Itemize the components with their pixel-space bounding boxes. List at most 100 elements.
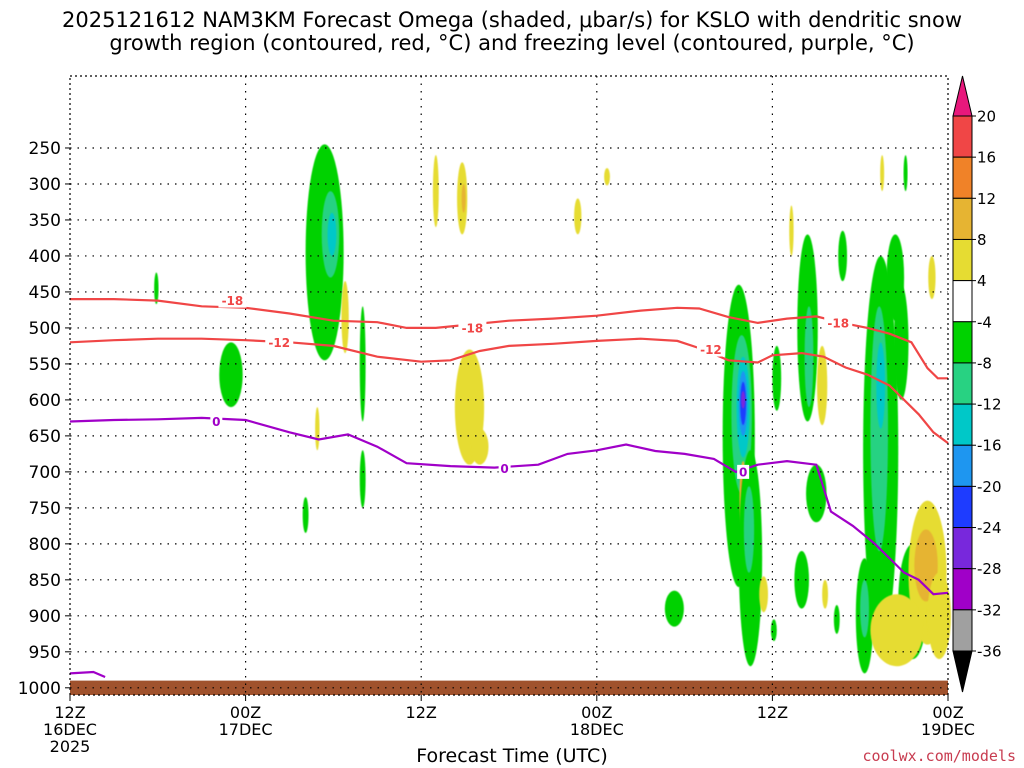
colorbar-bin [952, 609, 973, 652]
omega-cell [789, 205, 794, 256]
colorbar-label: 4 [977, 272, 987, 290]
x-tick-label: 12Z [54, 703, 85, 722]
omega-cell [870, 594, 924, 667]
x-tick-label: 2025 [50, 737, 91, 756]
y-tick-label: 650 [29, 427, 61, 447]
y-tick-label: 800 [29, 535, 61, 555]
contour-label-bg [210, 414, 223, 429]
contour-label-bg [218, 293, 247, 308]
contour-label-bg [696, 342, 725, 357]
y-tick-label: 900 [29, 607, 61, 627]
contour-label: -12 [268, 336, 290, 350]
contour-dgz-m18 [70, 298, 948, 380]
y-tick-label: 400 [29, 247, 61, 267]
colorbar-bottom-arrow [952, 650, 973, 693]
omega-cell [880, 155, 885, 192]
y-tick-label: 250 [29, 139, 61, 159]
omega-cell [794, 551, 809, 609]
colorbar-bin [952, 238, 973, 282]
x-tick-label: 00Z [932, 703, 963, 722]
colorbar-label: -16 [977, 437, 1002, 455]
colorbar-label: -28 [977, 560, 1002, 578]
omega-cell [770, 619, 777, 642]
omega-cell [470, 428, 489, 465]
colorbar-label: 16 [977, 149, 996, 167]
omega-cell [759, 576, 769, 613]
omega-cell [741, 391, 746, 409]
contour-freezing-level [69, 416, 949, 596]
credit-text: coolwx.com/models [862, 747, 1016, 765]
contour-label: 0 [500, 462, 508, 476]
colorbar-bin [952, 403, 973, 446]
omega-cell [743, 486, 755, 573]
contour-label: -18 [462, 321, 484, 335]
contour-label-bg [498, 461, 511, 476]
y-tick-label: 950 [29, 643, 61, 663]
x-tick-label: 00Z [230, 703, 261, 722]
colorbar-label: 20 [977, 108, 996, 126]
omega-cell [315, 407, 320, 451]
colorbar-bin [952, 321, 973, 364]
y-tick-label: 750 [29, 499, 61, 519]
contour-label: 0 [739, 465, 747, 479]
x-tick-label: 17DEC [219, 720, 273, 739]
omega-cell [461, 183, 466, 213]
x-tick-label: 19DEC [921, 720, 975, 739]
colorbar-bin [952, 485, 973, 529]
contour-label-bg [737, 464, 750, 479]
omega-cell [833, 605, 840, 634]
omega-cell [804, 306, 814, 408]
omega-cell [604, 168, 610, 186]
colorbar-label: -32 [977, 601, 1002, 619]
colorbar-bin [952, 362, 973, 405]
colorbar-top-arrow [952, 75, 973, 117]
colorbar-label: -4 [977, 313, 992, 331]
colorbar-bin [952, 280, 973, 323]
colorbar-bin [952, 156, 973, 199]
y-tick-label: 550 [29, 355, 61, 375]
x-tick-label: 12Z [757, 703, 788, 722]
omega-cell [219, 342, 243, 408]
x-tick-label: 18DEC [570, 720, 624, 739]
omega-cell [903, 155, 908, 192]
omega-cell [822, 579, 829, 609]
omega-cell [432, 155, 439, 228]
chart-title-line2: growth region (contoured, red, °C) and f… [109, 31, 915, 55]
omega-cell [870, 306, 889, 552]
contour-label-bg [265, 335, 294, 350]
contour-label-bg [824, 315, 853, 330]
y-tick-label: 350 [29, 211, 61, 231]
omega-cell [876, 342, 886, 429]
contour-label-bg [458, 320, 487, 335]
contour-freezing-level-low [69, 670, 106, 679]
contour-label: -12 [700, 343, 722, 357]
y-tick-label: 1000 [18, 679, 61, 699]
colorbar-bin [952, 568, 973, 611]
colorbar-label: -24 [977, 519, 1002, 537]
contour-label: -18 [827, 316, 849, 330]
omega-cell [154, 272, 159, 305]
omega-cell [359, 450, 366, 508]
omega-cell [893, 284, 909, 400]
colorbar-label: 12 [977, 190, 996, 208]
y-tick-label: 300 [29, 175, 61, 195]
colorbar-bin [952, 527, 973, 570]
y-tick-label: 700 [29, 463, 61, 483]
contour-label: -18 [222, 294, 244, 308]
colorbar-label: -20 [977, 478, 1002, 496]
omega-cell [574, 198, 582, 235]
omega-cell [817, 345, 828, 426]
colorbar-label: -8 [977, 354, 992, 372]
omega-cell [928, 255, 936, 300]
y-tick-label: 600 [29, 391, 61, 411]
y-tick-label: 450 [29, 283, 61, 303]
omega-cell [860, 579, 869, 638]
colorbar-label: -12 [977, 396, 1002, 414]
chart-title-line1: 2025121612 NAM3KM Forecast Omega (shaded… [62, 8, 962, 32]
colorbar-label: -36 [977, 643, 1002, 661]
x-tick-label: 16DEC [43, 720, 97, 739]
omega-cell [927, 572, 951, 660]
x-tick-label: 12Z [406, 703, 437, 722]
omega-cell [806, 464, 827, 523]
colorbar-bin [952, 115, 973, 158]
